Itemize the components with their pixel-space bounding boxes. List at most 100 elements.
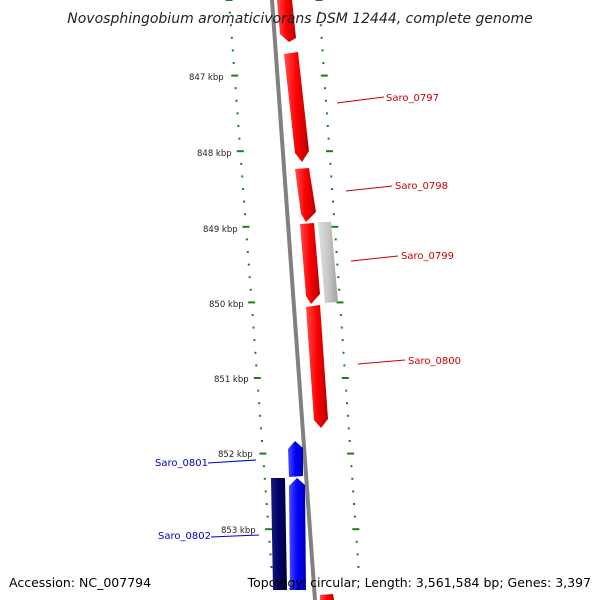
gene-label-saro-0799[interactable]: Saro_0799 [401,251,454,262]
ruler-left-minor-tick [269,553,272,556]
ruler-left-minor-tick [252,326,255,329]
ruler-right-minor-tick [356,553,359,556]
ruler-right-minor-tick [325,112,328,115]
ruler-dots-right [315,0,360,568]
ruler-right-minor-tick [318,11,321,14]
ruler-right-minor-tick [324,87,327,90]
topology-text: Topology: circular; Length: 3,561,584 bp… [247,575,591,590]
ruler-right-minor-tick [329,162,332,165]
ruler-left-minor-tick [263,477,266,480]
feature-saro-0799-other [318,222,338,303]
ruler-left-minor-tick [231,49,234,52]
ruler-right-minor-tick [340,326,343,329]
gene-arrow-upstream [277,0,296,42]
ruler-right-minor-tick [342,351,345,354]
ruler-right-minor-tick [336,263,339,266]
ruler-label-851: 851 kbp [214,375,249,385]
ruler-left-major-tick [248,301,256,304]
ruler-left-minor-tick [247,263,250,266]
gene-arrow-saro-0797 [284,52,309,162]
gene-arrow-downstream [320,594,334,600]
genome-backbone [270,0,317,600]
ruler-label-850: 850 kbp [209,300,244,310]
ruler-right-minor-tick [346,414,349,417]
ruler-left-minor-tick [238,137,241,140]
ruler-right-minor-tick [343,364,346,367]
ruler-label-852: 852 kbp [218,450,253,460]
ruler-left-minor-tick [266,515,269,518]
ruler-right-major-tick [326,150,333,153]
leader-saro-0799 [350,255,399,262]
gene-label-saro-0801[interactable]: Saro_0801 [155,458,208,469]
ruler-right-minor-tick [341,339,344,342]
ruler-right-minor-tick [352,490,355,493]
ruler-right-minor-tick [334,238,337,241]
ruler-left-minor-tick [228,11,231,14]
ruler-right-major-tick [315,0,323,1]
ruler-right-minor-tick [319,24,322,27]
ruler-left-minor-tick [261,440,263,442]
ruler-left-minor-tick [264,490,267,493]
ruler-left-minor-tick [246,251,249,253]
ruler-left-minor-tick [258,402,261,405]
ruler-left-minor-tick [244,213,246,216]
ruler-right-minor-tick [325,99,327,102]
ruler-left-minor-tick [257,389,260,392]
ruler-left-minor-tick [241,175,244,178]
ruler-label-853: 853 kbp [221,526,256,536]
gene-arrow-saro-0801 [288,441,303,477]
ruler-right-minor-tick [346,402,348,405]
ruler-right-minor-tick [331,188,334,190]
gene-arrow-saro-0798 [295,168,316,222]
ruler-left-minor-tick [232,62,235,64]
ruler-left-minor-tick [240,162,243,165]
ruler-right-minor-tick [327,137,330,140]
ruler-label-848: 848 kbp [197,149,232,159]
ruler-label-847: 847 kbp [189,73,224,83]
ruler-left-major-tick [231,74,239,77]
ruler-left-minor-tick [262,465,265,468]
leader-saro-0797 [336,96,385,104]
ruler-right-minor-tick [339,314,342,316]
ruler-left-minor-tick [270,566,273,568]
ruler-right-minor-tick [322,62,325,64]
ruler-right-minor-tick [332,200,334,203]
ruler-left-minor-tick [268,540,271,543]
accession-text: Accession: NC_007794 [9,575,151,590]
ruler-left-minor-tick [254,351,257,354]
ruler-left-major-tick [265,528,273,531]
leader-saro-0802 [210,534,260,538]
ruler-right-minor-tick [355,540,358,543]
genome-title: Novosphingobium aromaticivorans DSM 1244… [67,11,532,27]
ruler-right-minor-tick [348,440,351,442]
leader-saro-0801 [207,459,257,464]
ruler-left-minor-tick [248,276,251,279]
gene-label-saro-0798[interactable]: Saro_0798 [395,181,448,192]
ruler-right-major-tick [341,377,349,379]
gene-label-saro-0800[interactable]: Saro_0800 [408,356,461,367]
gene-label-saro-0802[interactable]: Saro_0802 [158,531,211,542]
gene-arrow-saro-0802 [289,478,306,590]
ruler-left-minor-tick [242,188,245,190]
ruler-left-minor-tick [251,314,254,316]
ruler-left-minor-tick [243,200,246,203]
ruler-left-minor-tick [245,238,248,241]
ruler-left-major-tick [253,377,261,379]
ruler-right-major-tick [320,74,328,77]
ruler-left-minor-tick [260,427,262,430]
gene-arrow-saro-0800 [306,305,328,428]
ruler-right-major-tick [347,452,355,455]
ruler-left-minor-tick [234,87,237,90]
ruler-right-minor-tick [353,515,356,518]
ruler-dots-left [225,0,273,568]
ruler-right-major-tick [352,528,360,531]
ruler-right-minor-tick [338,288,341,291]
ruler-left-minor-tick [255,364,258,367]
gene-label-saro-0797[interactable]: Saro_0797 [386,93,439,104]
ruler-right-minor-tick [347,427,350,430]
ruler-right-minor-tick [332,213,335,216]
ruler-right-minor-tick [335,251,338,253]
leader-saro-0798 [345,185,393,192]
ruler-left-minor-tick [237,125,240,127]
